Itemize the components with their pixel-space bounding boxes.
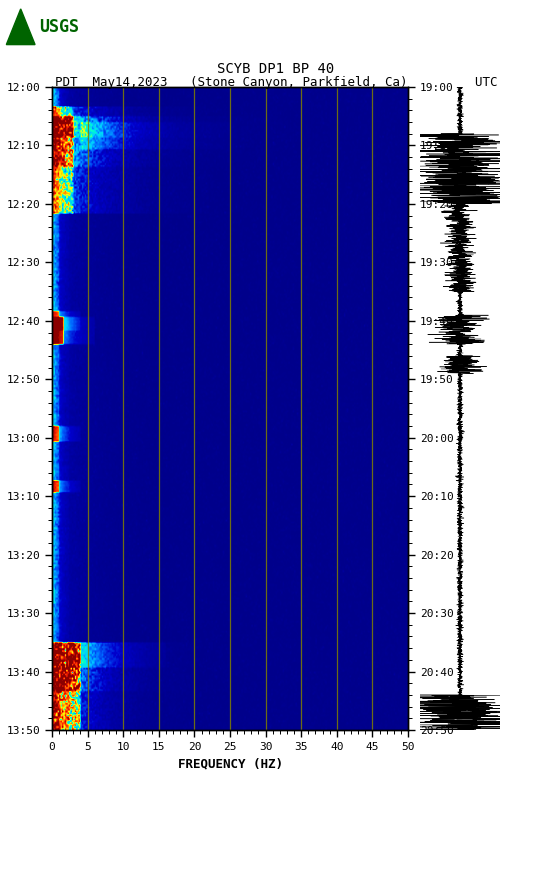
- Text: USGS: USGS: [39, 18, 78, 36]
- Polygon shape: [7, 9, 35, 45]
- X-axis label: FREQUENCY (HZ): FREQUENCY (HZ): [178, 757, 283, 771]
- Text: PDT  May14,2023   (Stone Canyon, Parkfield, Ca)         UTC: PDT May14,2023 (Stone Canyon, Parkfield,…: [55, 76, 497, 89]
- Text: SCYB DP1 BP 40: SCYB DP1 BP 40: [217, 62, 335, 76]
